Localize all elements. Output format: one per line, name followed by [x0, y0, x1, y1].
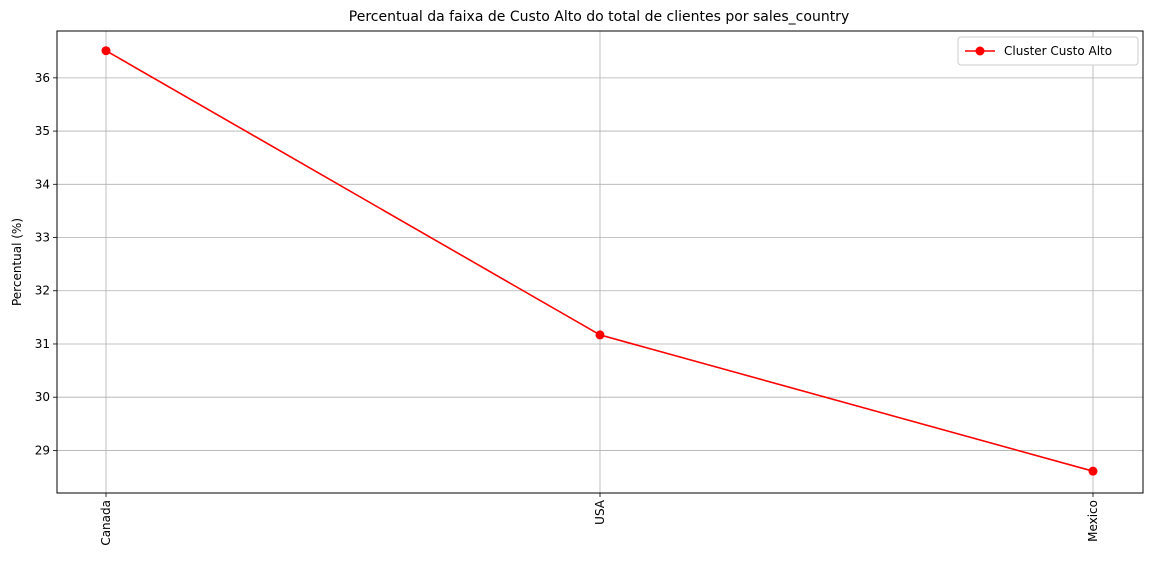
y-axis-label: Percentual (%)	[10, 218, 24, 306]
chart-title: Percentual da faixa de Custo Alto do tot…	[349, 9, 849, 25]
series-layer	[101, 46, 1098, 476]
y-tick-label: 36	[35, 71, 50, 85]
legend: Cluster Custo Alto	[957, 36, 1139, 66]
y-tick-label: 29	[35, 443, 50, 457]
x-tick-label: Canada	[99, 500, 113, 546]
x-tick-label: Mexico	[1086, 500, 1100, 542]
y-tick-label: 33	[35, 231, 50, 245]
data-point	[595, 330, 605, 340]
legend-label: Cluster Custo Alto	[1004, 44, 1112, 58]
y-tick-label: 31	[35, 337, 50, 351]
y-axis: 29 30 31 32 33 34 35 36	[35, 71, 57, 457]
x-tick-label: USA	[593, 499, 607, 525]
legend-marker-swatch	[975, 46, 985, 56]
legend-box	[957, 36, 1139, 66]
y-tick-label: 35	[35, 124, 50, 138]
y-tick-label: 30	[35, 390, 50, 404]
series-line	[105, 50, 1094, 472]
data-point	[101, 46, 111, 56]
y-tick-label: 32	[35, 284, 50, 298]
gridlines	[57, 31, 1143, 493]
data-point	[1088, 466, 1098, 476]
y-tick-label: 34	[35, 177, 50, 191]
x-axis: Canada USA Mexico	[99, 493, 1100, 546]
